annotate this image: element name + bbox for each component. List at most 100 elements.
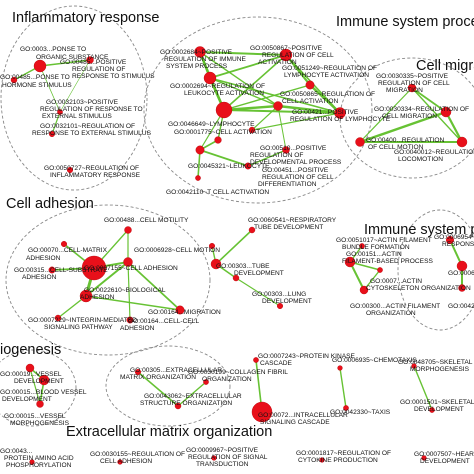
node-label: ADHESION — [26, 255, 61, 262]
network-node — [81, 255, 107, 281]
cluster-outlines — [0, 5, 474, 427]
network-node — [244, 162, 252, 170]
cluster-immune-system-pr — [397, 209, 474, 331]
network-node — [175, 305, 185, 315]
cluster-titles: Inflammatory response Immune system proce… — [0, 10, 474, 440]
node-label: BUNDLE FORMATION — [342, 244, 410, 251]
network-nodes — [10, 46, 468, 465]
node-label: GO:0006954~DEFENSE — [434, 234, 474, 241]
network-node — [61, 240, 68, 247]
network-edge — [444, 110, 464, 144]
cluster-title-extracellular-matrix-organization: Extracellular matrix organization — [66, 424, 272, 440]
node-label: GO:00400...REGULATION — [366, 137, 445, 144]
node-label: GO:0046649~LYMPHOCYTE — [168, 121, 255, 128]
node-label: GO:0050867~POSITIVE — [250, 45, 323, 52]
node-label: GO:0051017~ACTIN FILAMENT — [336, 237, 432, 244]
network-node — [10, 76, 18, 84]
node-label: LYMPHOCYTE ACTIVATION — [284, 72, 369, 79]
network-edge — [251, 105, 279, 131]
network-edge — [29, 367, 41, 405]
network-edge — [127, 261, 131, 321]
node-label: GO:00315...CELL-SUBSTRATE — [14, 267, 108, 274]
cluster-angiogenesis — [0, 349, 77, 427]
network-node — [251, 401, 273, 423]
network-edge — [85, 295, 181, 311]
node-label: ADHESION — [120, 325, 155, 332]
node-label: GO:0002684~POSITIVE — [160, 49, 233, 56]
network-node — [377, 267, 383, 273]
node-label: GO:00451...POSITIVE — [262, 167, 329, 174]
network-node — [38, 374, 50, 386]
node-label: REGULATION OF CELL — [378, 80, 450, 87]
node-label: GO:0007155~CELL ADHESION — [84, 265, 178, 272]
network-node — [25, 363, 35, 373]
cluster-title-cell-migration: Cell migra — [416, 58, 474, 74]
network-node — [282, 146, 290, 154]
network-node — [248, 126, 256, 134]
network-node — [456, 260, 468, 272]
node-label: GO:00070...CELL-MATRIX — [28, 247, 108, 254]
node-label: ACTIVATION — [258, 59, 297, 66]
network-node — [210, 258, 222, 270]
network-node — [86, 56, 94, 64]
network-node — [359, 285, 369, 295]
network-node — [57, 109, 63, 115]
network-edge — [411, 87, 447, 113]
node-label: GO:0007229~INTEGRIN-MEDIATED — [28, 317, 137, 324]
node-label: SIGNALING PATHWAY — [44, 324, 113, 331]
network-node — [411, 363, 417, 369]
network-node — [211, 455, 217, 461]
node-label: GO:00303...LUNG — [252, 291, 306, 298]
node-label: TUBE DEVELOPMENT — [254, 224, 323, 231]
node-label: DEVELOPMENTAL PROCESS — [250, 159, 342, 166]
node-label: OF CELL MOTION — [368, 144, 424, 151]
node-label: GO:0050727~REGULATION OF — [44, 165, 139, 172]
node-label: EXTERNAL STIMULUS — [42, 113, 112, 120]
node-label: REGULATION OF SIGNAL — [188, 454, 268, 461]
network-node — [305, 80, 315, 90]
network-node — [440, 106, 452, 118]
node-label: HORMONE STIMULUS — [2, 82, 72, 89]
network-edge — [209, 54, 287, 79]
network-node — [54, 314, 62, 322]
network-node — [48, 266, 56, 274]
network-node — [446, 235, 455, 244]
node-label: CYTOKINE PRODUCTION — [298, 457, 378, 464]
node-label: GO:0043062~EXTRACELLULAR — [144, 393, 242, 400]
node-label: GO:0009967~POSITIVE — [186, 447, 259, 454]
network-node — [208, 242, 215, 249]
network-node — [359, 243, 365, 249]
network-node — [253, 357, 259, 363]
node-label: GO:0002694~REGULATION OF — [170, 83, 265, 90]
network-edge — [199, 51, 279, 107]
node-label: GO:00510...POSITIVE — [260, 145, 327, 152]
node-label: GO:0007...ACTIN — [370, 278, 422, 285]
node-label: GO:0051249~REGULATION OF — [282, 65, 377, 72]
node-label: GO:0032103~POSITIVE — [46, 99, 119, 106]
node-label: DEVELOPMENT — [14, 378, 64, 385]
node-label: ADHESION — [22, 274, 57, 281]
node-label: GO:0001817~REGULATION OF — [296, 450, 391, 457]
node-label: GO:0032101~REGULATION OF — [40, 123, 135, 130]
node-label: GO:00015...BLOOD VESSEL — [0, 389, 87, 396]
node-label: SYSTEM PROCESS — [166, 63, 228, 70]
network-node — [407, 83, 417, 93]
node-label: SIGNALING CASCADE — [260, 419, 330, 426]
network-node — [195, 145, 205, 155]
network-node — [429, 407, 435, 413]
node-label: ORGANIC SUBSTANCE — [36, 54, 109, 61]
node-label: GO:00019...VESSEL — [0, 371, 62, 378]
network-edge — [39, 65, 61, 113]
node-label: GO:00305...EXTRACELLULAR — [130, 367, 222, 374]
network-node — [273, 101, 283, 111]
node-label: CELL MIGRATION — [382, 113, 437, 120]
node-label: LEUKOCYTE ACTIVATION — [184, 90, 264, 97]
network-edge — [339, 367, 347, 409]
node-label: GO:0006935~CHEMOTAXIS — [332, 357, 417, 364]
network-node — [124, 226, 132, 234]
network-edge — [209, 77, 341, 114]
network-node — [194, 46, 206, 58]
node-label: REGULATION OF — [72, 66, 125, 73]
network-node — [117, 459, 123, 465]
node-label: GO:0001501~SKELETAL SYSTEM — [400, 399, 474, 406]
